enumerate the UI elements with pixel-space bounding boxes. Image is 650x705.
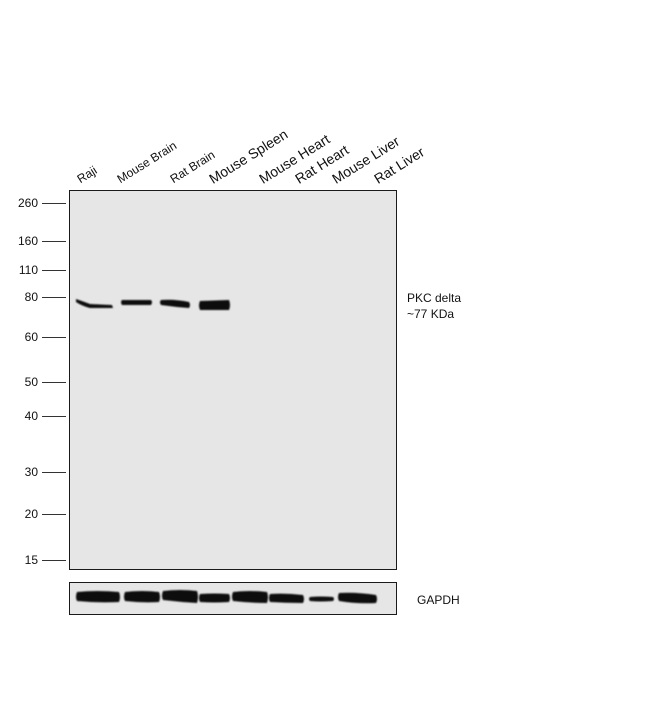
mw-tick-50	[42, 382, 66, 383]
band-gapdh-raji	[76, 591, 120, 603]
band-gapdh-mouse-brain	[124, 591, 160, 603]
mw-tick-40	[42, 416, 66, 417]
mw-label-60: 60	[24, 330, 38, 344]
mw-tick-30	[42, 472, 66, 473]
mw-label-40: 40	[24, 409, 38, 423]
mw-label-30: 30	[24, 465, 38, 479]
mw-label-260: 260	[17, 196, 38, 210]
band-gapdh-rat-liver	[338, 592, 377, 604]
mw-tick-260	[42, 203, 66, 204]
band-gapdh-mouse-heart	[232, 591, 268, 603]
band-pkc-raji	[76, 299, 113, 308]
target-size-label: ~77 KDa	[407, 307, 455, 321]
mw-label-15: 15	[24, 553, 38, 567]
mw-label-20: 20	[24, 507, 38, 521]
target-name-label: PKC delta	[407, 291, 462, 305]
mw-label-110: 110	[18, 263, 38, 277]
band-pkc-rat-brain	[160, 299, 190, 308]
mw-tick-80	[42, 297, 66, 298]
band-gapdh-mouse-spleen	[199, 593, 230, 603]
band-gapdh-rat-heart	[269, 593, 304, 603]
mw-label-80: 80	[24, 290, 38, 304]
mw-label-160: 160	[17, 234, 38, 248]
band-pkc-mouse-brain	[121, 300, 152, 305]
mw-tick-20	[42, 514, 66, 515]
main-blot-membrane	[69, 190, 397, 570]
mw-label-50: 50	[24, 375, 38, 389]
loading-control-label: GAPDH	[417, 593, 460, 607]
mw-tick-110	[42, 270, 66, 271]
mw-tick-160	[42, 241, 66, 242]
band-pkc-mouse-spleen	[199, 300, 230, 310]
band-gapdh-rat-brain	[162, 590, 198, 603]
band-gapdh-mouse-liver	[309, 596, 334, 602]
mw-tick-60	[42, 337, 66, 338]
mw-tick-15	[42, 560, 66, 561]
